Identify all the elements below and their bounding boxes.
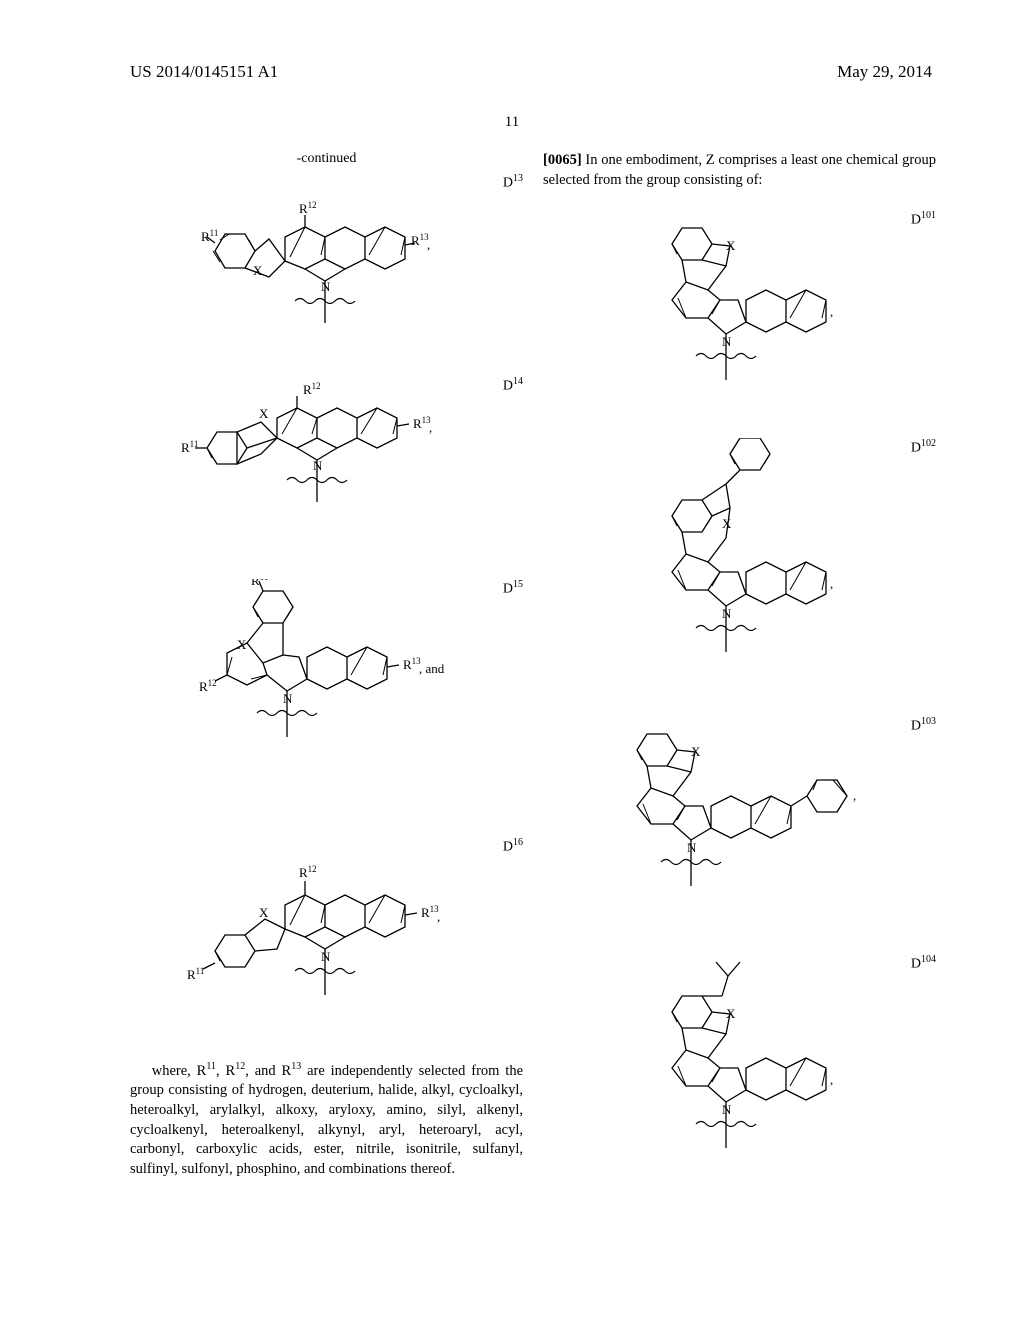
x-label: X (253, 263, 263, 278)
structure-d104: D104 (543, 954, 936, 1184)
structure-svg: X N , (630, 438, 850, 688)
structure-label-d103: D103 (911, 716, 936, 735)
trailing: , (429, 420, 432, 435)
trailing: , and (419, 661, 445, 676)
page-number: 11 (0, 114, 1024, 131)
structure-label-d14: D14 (503, 376, 523, 395)
n-label: N (313, 458, 323, 473)
r11-label: R11 (187, 966, 204, 982)
paragraph-0065: [0065] In one embodiment, Z comprises a … (543, 151, 936, 190)
r12-label: R12 (299, 200, 317, 216)
n-label: N (722, 606, 732, 621)
structure-svg: X N R11 R12 R13 , and (197, 579, 457, 809)
structure-svg: X N , (630, 954, 850, 1184)
structure-d15: D15 (130, 579, 523, 809)
structure-label-d13: D13 (503, 173, 523, 192)
x-label: X (259, 905, 269, 920)
x-label: X (691, 744, 701, 759)
structure-d14: D14 (130, 376, 523, 551)
structure-svg: X N , (605, 716, 875, 926)
x-label: X (722, 516, 732, 531)
content-columns: -continued D13 (0, 131, 1024, 1212)
right-column: [0065] In one embodiment, Z comprises a … (543, 151, 936, 1212)
structure-d101: D101 (543, 210, 936, 410)
para-text: In one embodiment, Z comprises a least o… (543, 152, 936, 188)
n-label: N (321, 949, 331, 964)
r11-label: R11 (201, 228, 218, 244)
n-label: N (687, 840, 697, 855)
structure-d16: D16 (130, 837, 523, 1032)
footnote-text: where, R11, R12, and R13 are independent… (130, 1060, 523, 1179)
trailing: , (853, 788, 856, 803)
structure-label-d101: D101 (911, 210, 936, 229)
structure-svg: X N R11 R12 R13 , (187, 837, 467, 1032)
continued-label: -continued (130, 151, 523, 167)
structure-svg: X N R11 R12 R13 , (187, 173, 467, 348)
trailing: , (830, 576, 833, 591)
r12-label: R12 (299, 864, 317, 880)
structure-svg: X N , (630, 210, 850, 410)
structure-label-d16: D16 (503, 837, 523, 856)
trailing: , (427, 237, 430, 252)
structure-label-d102: D102 (911, 438, 936, 457)
trailing: , (830, 1072, 833, 1087)
x-label: X (726, 238, 736, 253)
publication-number: US 2014/0145151 A1 (130, 62, 278, 82)
structure-d13: D13 (130, 173, 523, 348)
page-header: US 2014/0145151 A1 May 29, 2014 (0, 0, 1024, 88)
n-label: N (722, 1102, 732, 1117)
structure-d102: D102 (543, 438, 936, 688)
r12-label: R12 (199, 678, 217, 694)
trailing: , (830, 304, 833, 319)
structure-label-d104: D104 (911, 954, 936, 973)
n-label: N (283, 691, 293, 706)
r11-label: R11 (181, 439, 198, 455)
n-label: N (722, 334, 732, 349)
left-column: -continued D13 (130, 151, 523, 1212)
para-number: [0065] (543, 152, 582, 168)
x-label: X (259, 406, 269, 421)
structure-d103: D103 (543, 716, 936, 926)
structure-svg: X N R11 R12 R13 , (177, 376, 477, 551)
structure-label-d15: D15 (503, 579, 523, 598)
x-label: X (726, 1006, 736, 1021)
n-label: N (321, 279, 331, 294)
x-label: X (237, 637, 247, 652)
r12-label: R12 (303, 381, 321, 397)
trailing: , (437, 909, 440, 924)
publication-date: May 29, 2014 (837, 62, 932, 82)
